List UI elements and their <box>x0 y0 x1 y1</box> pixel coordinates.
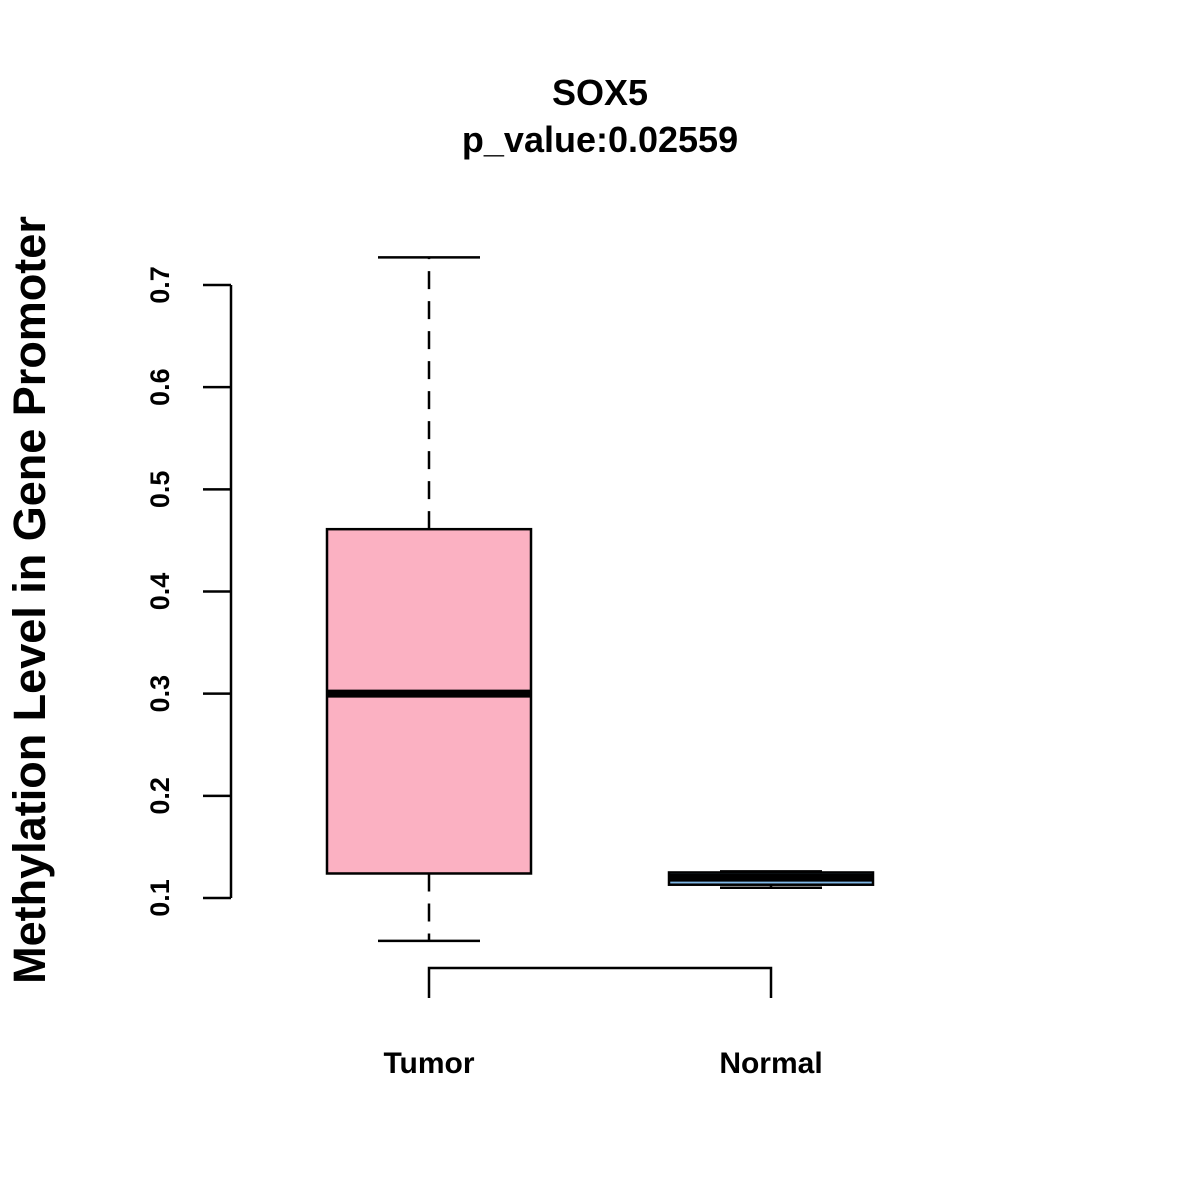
chart-title: SOX5 <box>552 72 648 113</box>
category-label-normal: Normal <box>719 1047 822 1080</box>
box-rect <box>325 527 533 875</box>
y-tick-label: 0.6 <box>145 368 175 406</box>
y-tick-label: 0.7 <box>145 266 175 304</box>
y-tick-label: 0.2 <box>145 777 175 815</box>
y-tick-label: 0.3 <box>145 675 175 713</box>
y-tick-label: 0.5 <box>145 471 175 509</box>
box-normal <box>667 870 875 890</box>
category-labels: Tumor Normal <box>383 1047 822 1080</box>
y-axis-label: Methylation Level in Gene Promoter <box>4 216 55 984</box>
y-tick-label: 0.4 <box>145 573 175 611</box>
y-axis: 0.1 0.2 0.3 0.4 0.5 0.6 0.7 <box>145 266 233 917</box>
category-label-tumor: Tumor <box>383 1047 474 1080</box>
boxes <box>325 256 875 943</box>
y-tick-label: 0.1 <box>145 879 175 917</box>
bracket-line <box>427 966 773 998</box>
chart-subtitle: p_value:0.02559 <box>462 119 738 160</box>
comparison-bracket <box>427 966 773 998</box>
box-tumor <box>325 256 533 943</box>
